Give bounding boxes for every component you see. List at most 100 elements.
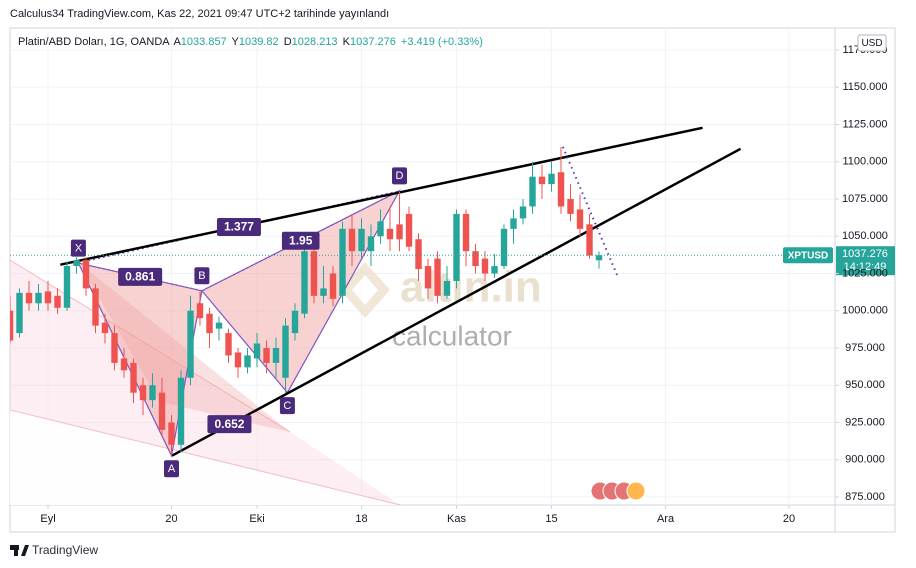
zone-edge bbox=[10, 259, 291, 433]
ticker: XPTUSD bbox=[788, 250, 829, 261]
event-icons[interactable] bbox=[590, 481, 646, 501]
watermark-logo bbox=[352, 275, 378, 305]
candle-body bbox=[329, 273, 337, 299]
candle-body bbox=[130, 362, 137, 393]
candle-body bbox=[567, 199, 574, 214]
point-box bbox=[164, 460, 180, 478]
candle-body bbox=[377, 221, 384, 237]
candle-body bbox=[44, 291, 52, 304]
candle-body bbox=[54, 295, 61, 308]
candle-body bbox=[595, 255, 603, 261]
point-label: X bbox=[75, 242, 83, 254]
candle-body bbox=[472, 251, 479, 267]
candle-body bbox=[244, 355, 251, 368]
pattern-point: A bbox=[164, 460, 180, 478]
candle-body bbox=[35, 292, 42, 304]
candle-body bbox=[500, 228, 508, 267]
x-tick-label: 20 bbox=[783, 513, 795, 525]
countdown: 14:12:49 bbox=[844, 261, 887, 273]
candle-body bbox=[263, 347, 270, 363]
candle-body bbox=[10, 310, 14, 341]
candle-body bbox=[462, 213, 470, 252]
x-tick-label: Eyl bbox=[40, 513, 55, 525]
y-tick-label: 950.000 bbox=[845, 379, 885, 391]
candle-body bbox=[510, 218, 517, 229]
candle-body bbox=[149, 385, 156, 401]
ratio-box bbox=[216, 217, 261, 236]
candle-body bbox=[253, 343, 261, 359]
candle-body bbox=[576, 209, 584, 229]
candle-body bbox=[443, 280, 451, 296]
ratio-label: 0.652 bbox=[207, 415, 252, 434]
overlay: 0.861 0.652 1.95 1.377 X A B C D XPTUSD 1037.27614… bbox=[10, 167, 895, 478]
point-box bbox=[392, 167, 408, 185]
candle-body bbox=[405, 213, 413, 247]
point-box bbox=[70, 239, 86, 257]
candle-body bbox=[481, 258, 489, 274]
candle-body bbox=[225, 333, 232, 356]
pattern-point: X bbox=[70, 239, 86, 257]
candle-body bbox=[301, 251, 308, 314]
candle-body bbox=[491, 266, 498, 274]
y-tick-label: 1025.000 bbox=[842, 267, 888, 279]
ratio-label: 0.861 bbox=[118, 267, 163, 286]
x-tick-label: 20 bbox=[165, 513, 177, 525]
currency[interactable]: USD bbox=[861, 38, 882, 49]
ratio-box bbox=[207, 415, 252, 434]
point-label: D bbox=[396, 170, 404, 182]
ohlc-value: 1033.857 bbox=[181, 36, 227, 48]
candle-body bbox=[310, 251, 318, 296]
ratio-text: 1.377 bbox=[224, 220, 254, 234]
pattern-point: D bbox=[392, 167, 408, 185]
candle-body bbox=[415, 239, 422, 270]
pattern-point: C bbox=[279, 397, 295, 415]
candle-body bbox=[320, 288, 327, 296]
candle-body bbox=[548, 173, 555, 185]
axis-labels: 875.000 900.000 925.000 950.000 975.000 1000.… bbox=[40, 44, 888, 525]
ohlc-label: D bbox=[284, 36, 292, 48]
candle-body bbox=[101, 322, 109, 334]
candle-body bbox=[557, 172, 565, 207]
x-tick-label: Eki bbox=[249, 513, 264, 525]
candle-body bbox=[206, 313, 213, 334]
pattern-point: B bbox=[194, 267, 210, 285]
chart-frame bbox=[9, 27, 896, 533]
x-tick-label: Kas bbox=[447, 513, 466, 525]
candle-body bbox=[168, 422, 175, 445]
footer: TradingView bbox=[10, 543, 98, 557]
ratio-text: 0.861 bbox=[125, 270, 155, 284]
candle-body bbox=[358, 228, 365, 252]
ohlc-label: K bbox=[343, 36, 351, 48]
ratio-label: 1.95 bbox=[281, 231, 320, 250]
shaded-zone bbox=[10, 259, 401, 505]
watermark-sub: calculator bbox=[392, 320, 512, 351]
trend-line bbox=[171, 147, 742, 457]
ohlc-label: Y bbox=[232, 36, 240, 48]
candle-body bbox=[386, 228, 394, 240]
candle-body bbox=[120, 358, 128, 371]
event-icon[interactable] bbox=[626, 481, 646, 501]
candle-body bbox=[519, 206, 527, 219]
point-label: A bbox=[168, 463, 176, 475]
watermark-brand: altin.in bbox=[400, 263, 542, 312]
published-line: Calculus34 TradingView.com, Kas 22, 2021… bbox=[10, 8, 389, 20]
candle-body bbox=[25, 292, 33, 304]
currency-box[interactable] bbox=[857, 34, 887, 52]
candles bbox=[10, 146, 603, 456]
price-tag bbox=[836, 246, 895, 276]
brand-logo bbox=[21, 545, 29, 556]
candle-body bbox=[272, 347, 280, 363]
y-tick-label: 900.000 bbox=[845, 454, 885, 466]
brand: TradingView bbox=[32, 543, 98, 557]
point-label: B bbox=[198, 270, 205, 282]
ohlc-value: 1037.276 bbox=[350, 36, 396, 48]
zone-edge bbox=[10, 409, 401, 505]
candle-body bbox=[158, 392, 166, 430]
ratio-box bbox=[118, 267, 163, 286]
candle-body bbox=[529, 176, 536, 207]
pattern-leg bbox=[78, 262, 203, 292]
x-tick-label: 15 bbox=[545, 513, 557, 525]
price-tag-value: 1037.276 bbox=[842, 248, 888, 260]
candle-body bbox=[16, 292, 23, 334]
change: +3.419 (+0.33%) bbox=[401, 36, 483, 48]
